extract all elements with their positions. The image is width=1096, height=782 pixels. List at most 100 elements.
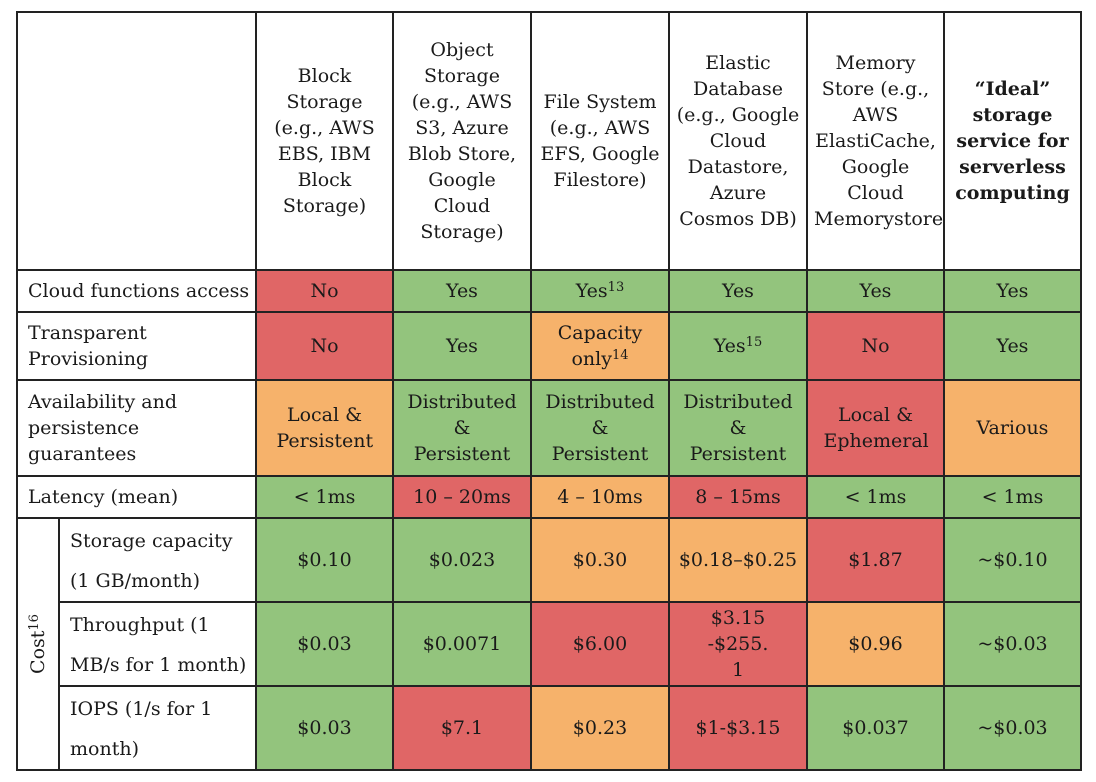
row-label-iops: IOPS (1/s for 1 month) (58, 685, 257, 771)
cell-storage-object: $0.023 (392, 517, 532, 603)
cell-latency-elastic: 8 – 15ms (668, 475, 808, 519)
cell-storage-ideal-text: ~$0.10 (977, 549, 1048, 571)
col-header-block-label: Block Storage (e.g., AWS EBS, IBM Block … (274, 65, 375, 217)
cell-transparent-file-text: Capacity only (557, 322, 643, 370)
cell-storage-memory-text: $1.87 (848, 549, 903, 571)
row-label-storage-capacity: Storage capacity (1 GB/month) (58, 517, 257, 603)
cell-latency-ideal: < 1ms (943, 475, 1082, 519)
cell-storage-block: $0.10 (255, 517, 394, 603)
cell-avail-file: Distributed & Persistent (530, 379, 670, 477)
cell-transparent-elastic: Yes15 (668, 311, 808, 381)
row-latency: Latency (mean) < 1ms 10 – 20ms 4 – 10ms … (16, 475, 1082, 519)
corner-cell (16, 11, 257, 271)
col-header-elastic: Elastic Database (e.g., Google Cloud Dat… (668, 11, 808, 271)
col-header-block: Block Storage (e.g., AWS EBS, IBM Block … (255, 11, 394, 271)
row-cost-iops: IOPS (1/s for 1 month) $0.03 $7.1 $0.23 … (17, 685, 1082, 771)
cell-transparent-file: Capacity only14 (530, 311, 670, 381)
cell-storage-file-text: $0.30 (572, 549, 628, 571)
cell-storage-ideal: ~$0.10 (943, 517, 1082, 603)
footnote-15: 15 (745, 335, 763, 350)
cell-cloud-file-text: Yes (575, 280, 608, 302)
row-transparent: Transparent Provisioning No Yes Capacity… (16, 311, 1082, 381)
row-label-iops-text: IOPS (1/s for 1 month) (70, 698, 213, 760)
cell-throughput-object-text: $0.0071 (422, 633, 502, 655)
col-header-ideal-label: “Ideal” storage service for serverless c… (955, 78, 1070, 204)
cell-latency-ideal-text: < 1ms (981, 486, 1044, 508)
cell-avail-block-text: Local & Persistent (276, 404, 374, 452)
row-label-transparent-text: Transparent Provisioning (28, 322, 149, 370)
cell-throughput-memory: $0.96 (806, 601, 945, 687)
footnote-14: 14 (611, 348, 629, 363)
cell-transparent-memory-text: No (861, 335, 890, 357)
cell-cloud-block-text: No (310, 280, 339, 302)
row-cost-throughput: Throughput (1 MB/s for 1 month) $0.03 $0… (17, 601, 1082, 687)
row-label-throughput: Throughput (1 MB/s for 1 month) (58, 601, 257, 687)
col-header-ideal: “Ideal” storage service for serverless c… (943, 11, 1082, 271)
cell-storage-object-text: $0.023 (428, 549, 496, 571)
cell-cloud-object-text: Yes (446, 280, 478, 302)
cell-transparent-object-text: Yes (446, 335, 478, 357)
cost-label-text: Cost (27, 630, 49, 674)
cell-latency-memory-text: < 1ms (844, 486, 907, 508)
cell-latency-elastic-text: 8 – 15ms (695, 486, 781, 508)
cell-cloud-memory: Yes (806, 269, 945, 313)
cell-iops-file-text: $0.23 (572, 717, 628, 739)
cell-cloud-ideal: Yes (943, 269, 1082, 313)
cell-throughput-file-text: $6.00 (572, 633, 628, 655)
cell-transparent-memory: No (806, 311, 945, 381)
cell-avail-file-text: Distributed & Persistent (545, 391, 655, 465)
cell-avail-ideal: Various (943, 379, 1082, 477)
cell-throughput-object: $0.0071 (392, 601, 532, 687)
cell-latency-file: 4 – 10ms (530, 475, 670, 519)
cell-throughput-block: $0.03 (255, 601, 394, 687)
cell-storage-elastic-text: $0.18–$0.25 (678, 549, 798, 571)
cell-throughput-block-text: $0.03 (297, 633, 352, 655)
cell-iops-object: $7.1 (392, 685, 532, 771)
cell-transparent-block-text: No (310, 335, 339, 357)
cell-cloud-memory-text: Yes (859, 280, 892, 302)
cell-throughput-ideal: ~$0.03 (943, 601, 1082, 687)
cell-transparent-elastic-text: Yes (713, 335, 746, 357)
cell-avail-elastic: Distributed & Persistent (668, 379, 808, 477)
col-header-object: Object Storage (e.g., AWS S3, Azure Blob… (392, 11, 532, 271)
row-cloud-functions: Cloud functions access No Yes Yes13 Yes … (16, 269, 1082, 313)
col-header-elastic-label: Elastic Database (e.g., Google Cloud Dat… (676, 52, 800, 230)
cell-iops-object-text: $7.1 (440, 717, 484, 739)
storage-comparison-table: Block Storage (e.g., AWS EBS, IBM Block … (16, 11, 1082, 771)
cell-throughput-elastic-text: $3.15-$255.1 (707, 607, 769, 681)
cell-latency-file-text: 4 – 10ms (557, 486, 643, 508)
cell-iops-block-text: $0.03 (297, 717, 352, 739)
cell-storage-memory: $1.87 (806, 517, 945, 603)
cell-throughput-memory-text: $0.96 (848, 633, 903, 655)
cell-transparent-ideal: Yes (943, 311, 1082, 381)
row-label-storage-capacity-text: Storage capacity (1 GB/month) (70, 530, 233, 592)
cell-latency-block-text: < 1ms (293, 486, 356, 508)
cell-avail-memory: Local & Ephemeral (806, 379, 945, 477)
row-label-availability-text: Availability and persistence guarantees (28, 391, 178, 465)
col-header-memory-label: Memory Store (e.g., AWS ElastiCache, Goo… (814, 52, 944, 230)
cell-cloud-block: No (255, 269, 394, 313)
col-header-memory: Memory Store (e.g., AWS ElastiCache, Goo… (806, 11, 945, 271)
cell-iops-memory: $0.037 (806, 685, 945, 771)
footnote-13: 13 (607, 280, 625, 295)
cell-transparent-ideal-text: Yes (996, 335, 1029, 357)
cell-cloud-ideal-text: Yes (996, 280, 1029, 302)
cell-iops-block: $0.03 (255, 685, 394, 771)
cell-cloud-elastic: Yes (668, 269, 808, 313)
cell-avail-block: Local & Persistent (255, 379, 394, 477)
row-cost-storage: Cost16 Storage capacity (1 GB/month) $0.… (16, 517, 1082, 771)
cell-iops-memory-text: $0.037 (842, 717, 909, 739)
cell-avail-object: Distributed & Persistent (392, 379, 532, 477)
cell-latency-object-text: 10 – 20ms (413, 486, 511, 508)
cell-avail-object-text: Distributed & Persistent (407, 391, 517, 465)
footnote-16: 16 (27, 614, 42, 631)
cell-storage-elastic: $0.18–$0.25 (668, 517, 808, 603)
cost-group-label: Cost16 (16, 517, 60, 771)
cell-transparent-block: No (255, 311, 394, 381)
cell-avail-ideal-text: Various (976, 417, 1049, 439)
col-header-file: File System (e.g., AWS EFS, Google Files… (530, 11, 670, 271)
cell-iops-ideal-text: ~$0.03 (977, 717, 1048, 739)
row-label-availability: Availability and persistence guarantees (16, 379, 257, 477)
cell-cloud-file: Yes13 (530, 269, 670, 313)
cell-iops-elastic: $1-$3.15 (668, 685, 808, 771)
